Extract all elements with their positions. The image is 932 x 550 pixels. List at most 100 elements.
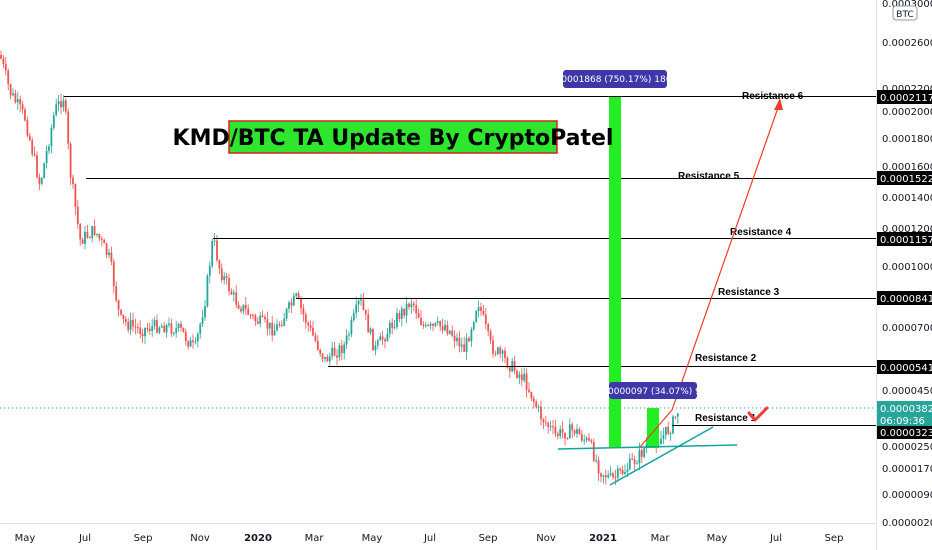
annotation-box[interactable]: 0.0000097 (34.07%) 97: [599, 382, 707, 399]
candle-body: [386, 333, 389, 342]
candle-body: [535, 401, 538, 408]
candle-body: [288, 302, 290, 309]
candle-body: [355, 304, 358, 313]
price-axis[interactable]: 0.0003000 0.0002600 0.0002200 0.0002000 …: [882, 0, 932, 529]
candle-body: [602, 475, 605, 477]
candle-body: [304, 314, 307, 323]
candle-body: [223, 276, 226, 281]
candle-body: [52, 115, 55, 128]
candle-body: [384, 339, 386, 342]
price-tag[interactable]: 0.0000323: [877, 426, 932, 439]
candle-body: [612, 473, 614, 478]
candle-body: [640, 450, 643, 457]
price-tag[interactable]: 0.0001522: [877, 171, 932, 185]
x-tick-label: 2020: [244, 533, 272, 544]
candle-body: [139, 327, 142, 334]
y-tick-label: 0.0000700: [882, 323, 932, 334]
candle-body: [300, 298, 302, 309]
projection-arrowhead: [774, 98, 783, 110]
candle-body: [103, 239, 106, 244]
projection-arrow[interactable]: [639, 101, 781, 448]
candle-body: [76, 206, 79, 224]
x-tick-label: Sep: [134, 533, 153, 544]
countdown-text: 06:09:36: [880, 416, 925, 427]
price-tag[interactable]: 0.0002117: [877, 90, 932, 104]
support-trendline[interactable]: [557, 444, 738, 450]
candle-body: [619, 468, 622, 471]
y-tick-label: 0.0002600: [882, 38, 932, 49]
candle-body: [417, 313, 420, 318]
candle-body: [168, 323, 170, 326]
candle-body: [105, 243, 108, 255]
current-price-tag[interactable]: 0.0000382 06:09:36: [877, 401, 932, 427]
candle-body: [422, 324, 425, 326]
candle-body: [261, 315, 264, 317]
candle-body: [338, 345, 341, 358]
annotation-box[interactable]: 0.0001868 (750.17%) 1868: [553, 70, 678, 88]
candle-body: [218, 260, 221, 269]
candle-body: [295, 293, 298, 296]
candle-body: [636, 463, 638, 465]
candle-body: [660, 438, 662, 445]
candle-body: [172, 333, 175, 335]
candle-body: [607, 474, 610, 478]
candle-body: [554, 426, 557, 434]
price-tag[interactable]: 0.0000841: [877, 291, 932, 305]
candle-body: [72, 177, 74, 185]
time-axis[interactable]: May Jul Sep Nov 2020 Mar May Jul Sep Nov…: [15, 533, 844, 544]
x-tick-label: Sep: [825, 533, 844, 544]
candle-body: [487, 324, 490, 332]
candle-body: [494, 353, 497, 355]
target-range-bar[interactable]: [609, 97, 621, 448]
y-tick-label: 0.0001200: [882, 224, 932, 235]
candle-body: [199, 323, 202, 334]
candle-body: [16, 99, 19, 103]
x-tick-label: May: [707, 533, 728, 544]
chart-title-box: KMD/BTC TA Update By CryptoPatel: [173, 120, 613, 154]
candle-body: [645, 444, 648, 449]
currency-badge[interactable]: BTC: [892, 5, 918, 21]
price-tag-text: 0.0000323: [880, 428, 932, 439]
candle-body: [189, 340, 192, 347]
candle-body: [276, 324, 278, 331]
price-tag[interactable]: 0.0001157: [877, 232, 932, 246]
y-tick-label: 0.0000170: [882, 464, 932, 475]
candle-body: [489, 331, 492, 341]
candle-body: [439, 321, 442, 327]
resistance-label: Resistance 1: [695, 413, 757, 424]
candle-body: [148, 328, 151, 332]
candle-body: [532, 398, 535, 402]
candle-body: [110, 252, 113, 262]
candle-body: [268, 322, 271, 329]
candle-body: [319, 349, 322, 354]
rising-trendline[interactable]: [609, 426, 714, 486]
candle-body: [444, 325, 446, 331]
y-tick-label: 0.0001400: [882, 193, 932, 204]
price-tag[interactable]: 0.0000541: [877, 360, 932, 374]
target-range-bar[interactable]: [647, 408, 659, 448]
candle-body: [360, 299, 362, 301]
candle-body: [158, 327, 161, 333]
candle-body: [112, 261, 115, 287]
candle-body: [631, 458, 634, 460]
candle-body: [69, 143, 72, 178]
candle-body: [220, 268, 223, 281]
candle-body: [122, 314, 125, 319]
candle-body: [468, 338, 470, 342]
candle-body: [585, 437, 588, 440]
candle-body: [669, 433, 672, 435]
candle-body: [662, 435, 665, 439]
candle-body: [343, 344, 346, 354]
candle-body: [36, 154, 38, 177]
candle-body: [309, 325, 312, 328]
candle-body: [667, 426, 670, 434]
candle-body: [398, 313, 401, 319]
candle-body: [93, 226, 96, 235]
candle-body: [50, 127, 53, 147]
candle-body: [177, 323, 180, 328]
candle-body: [566, 438, 569, 440]
candle-body: [160, 325, 163, 328]
candle-body: [4, 63, 7, 71]
candle-body: [520, 374, 523, 381]
